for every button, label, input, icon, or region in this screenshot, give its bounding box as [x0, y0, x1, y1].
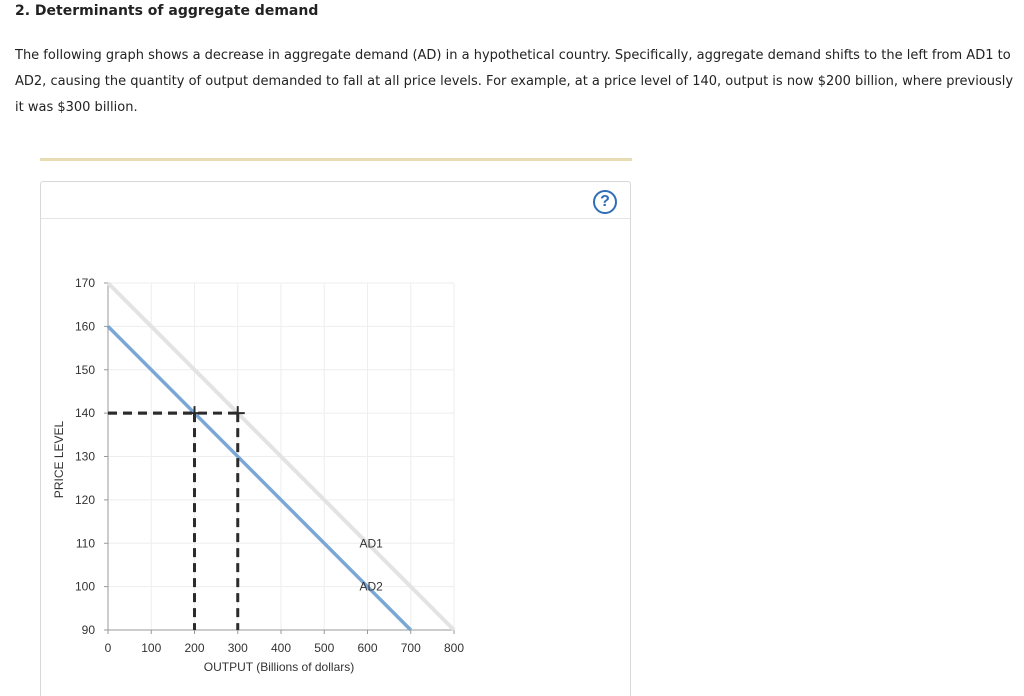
x-tick-label: 200	[184, 641, 204, 655]
y-tick-label: 90	[82, 623, 96, 637]
x-tick-label: 400	[271, 641, 291, 655]
y-tick-label: 170	[75, 276, 95, 290]
x-tick-label: 300	[228, 641, 248, 655]
graph-panel	[40, 181, 631, 696]
x-tick-label: 500	[314, 641, 334, 655]
section-divider	[40, 158, 632, 161]
ad1-line	[106, 281, 456, 632]
question-heading: 2. Determinants of aggregate demand	[15, 3, 319, 19]
y-tick-label: 100	[75, 580, 95, 594]
question-intro: The following graph shows a decrease in …	[15, 48, 1014, 115]
y-tick-label: 120	[75, 493, 95, 507]
ad2-line	[106, 325, 412, 632]
ad2-label: AD2	[360, 580, 384, 594]
x-tick-label: 100	[141, 641, 161, 655]
panel-header-divider	[41, 218, 630, 219]
x-tick-label: 800	[444, 641, 464, 655]
y-tick-label: 140	[75, 406, 95, 420]
y-axis-label: PRICE LEVEL	[52, 420, 66, 498]
y-tick-label: 130	[75, 450, 95, 464]
x-tick-label: 600	[357, 641, 377, 655]
ad1-label: AD1	[360, 536, 384, 550]
x-tick-label: 0	[105, 641, 112, 655]
question-circle-icon: ?	[600, 193, 610, 210]
y-tick-label: 110	[76, 536, 95, 550]
x-tick-label: 700	[401, 641, 421, 655]
x-axis-label: OUTPUT (Billions of dollars)	[204, 660, 354, 674]
help-button[interactable]: ?	[593, 190, 617, 214]
y-tick-label: 160	[75, 319, 95, 333]
y-tick-label: 150	[75, 363, 95, 377]
